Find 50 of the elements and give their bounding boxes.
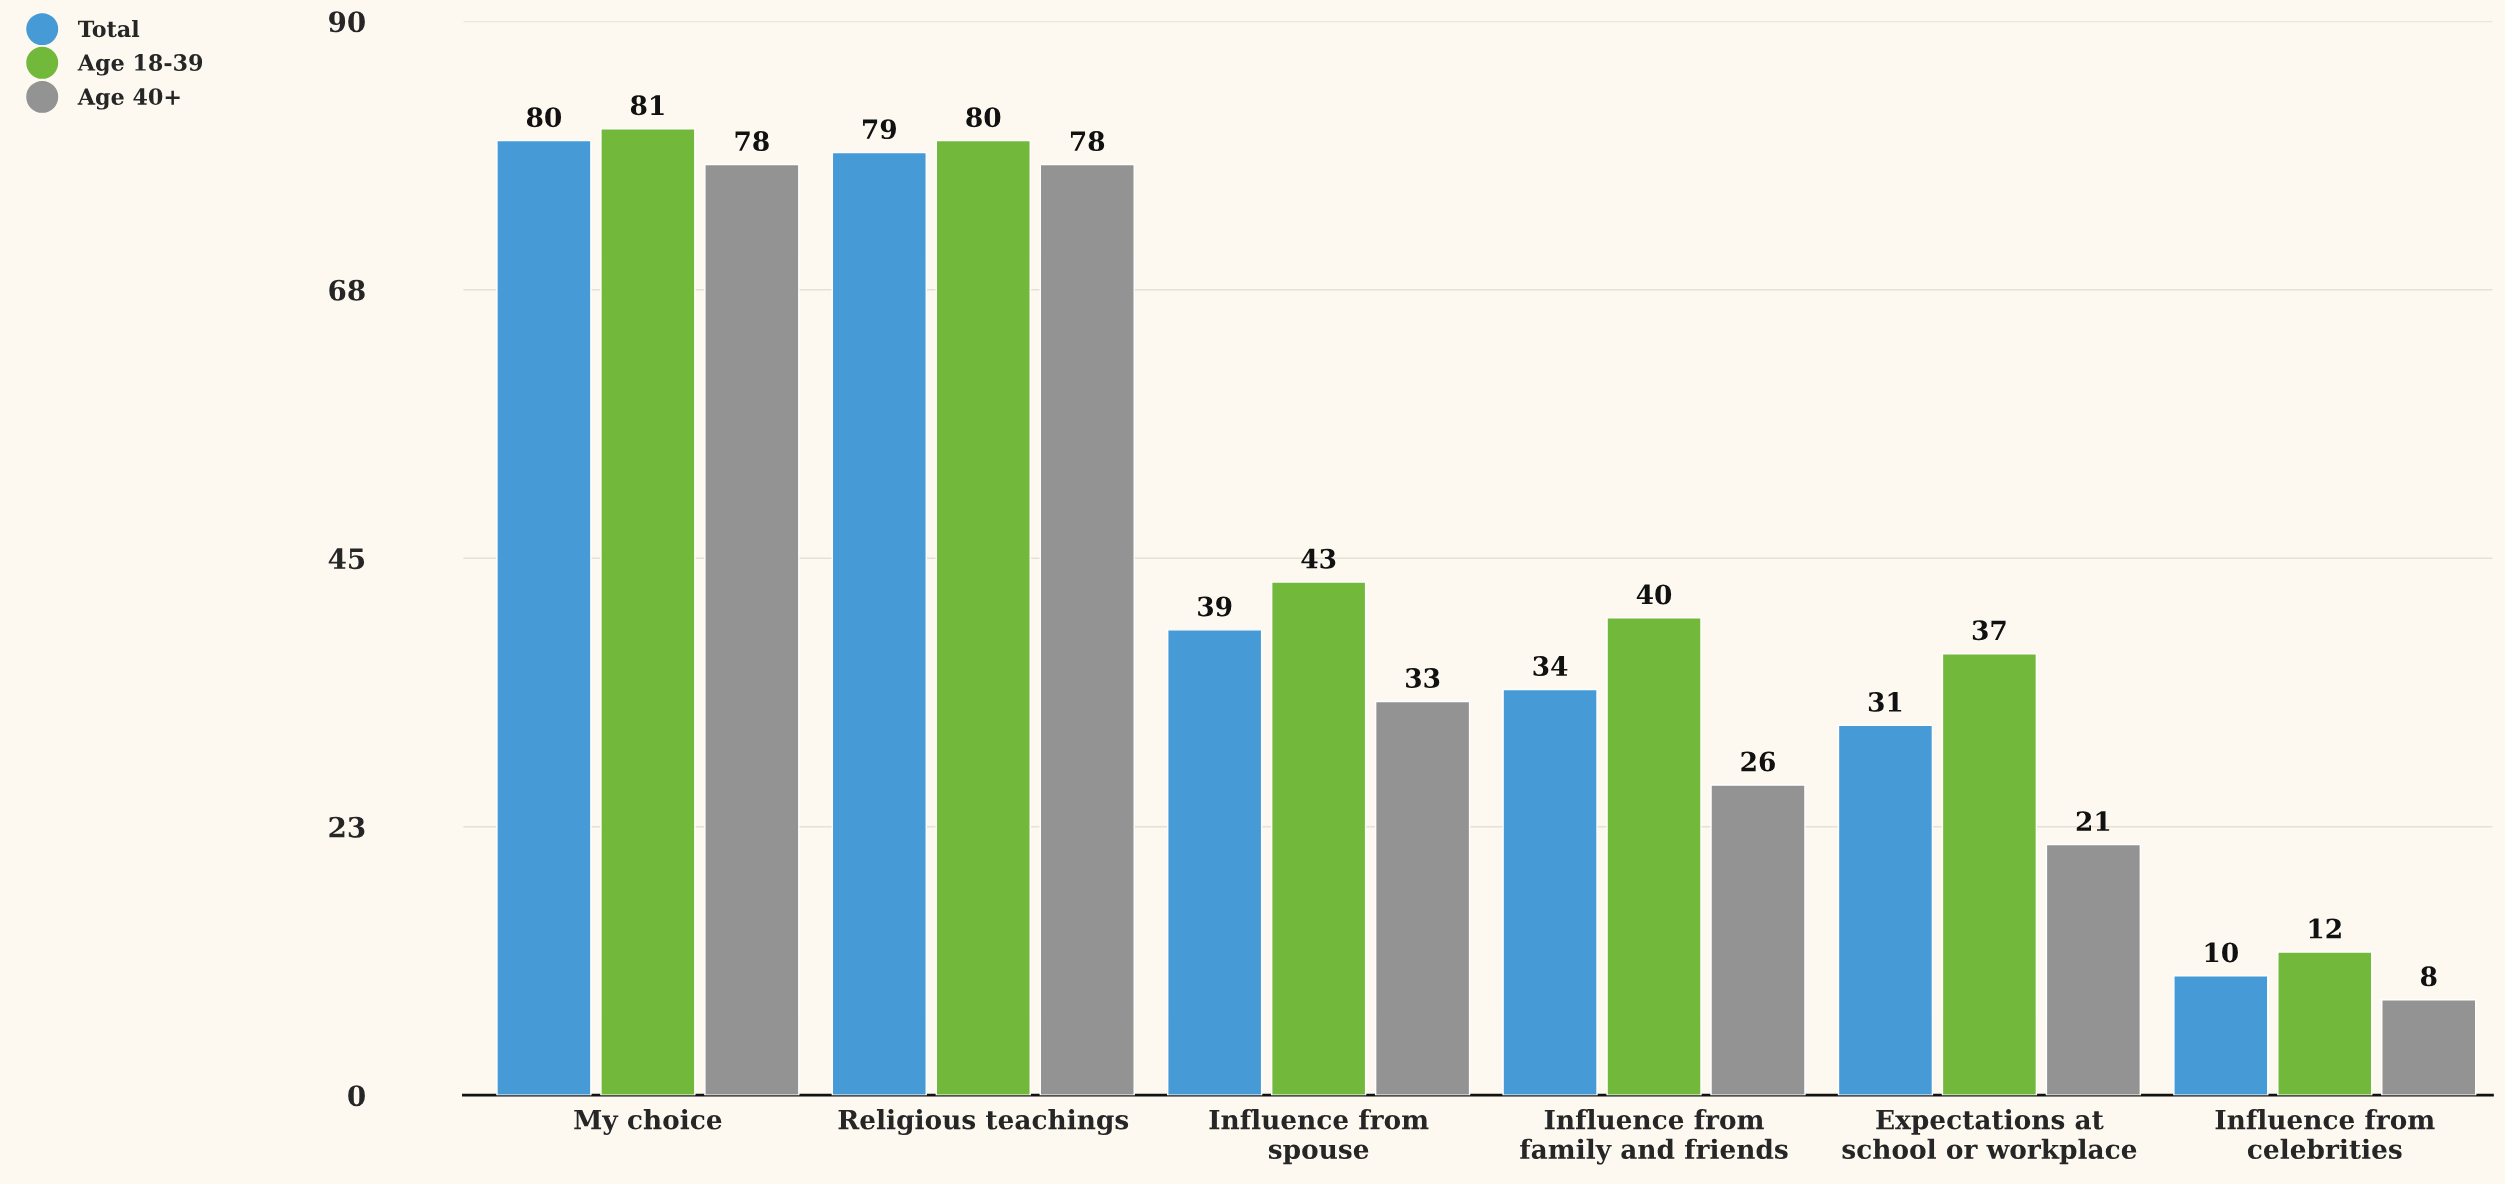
- y-tick-label: 45: [328, 548, 365, 570]
- bar: [1039, 163, 1135, 1096]
- x-tick-label: Influence from spouse: [1209, 1109, 1429, 1165]
- bar: [1374, 700, 1471, 1096]
- data-label: 39: [1198, 596, 1232, 617]
- data-label: 31: [1868, 691, 1902, 712]
- data-label: 80: [966, 107, 1001, 128]
- bar: [704, 163, 800, 1096]
- data-label: 78: [735, 131, 769, 152]
- bar: [1941, 653, 2038, 1096]
- legend-label: Age 18-39: [77, 54, 203, 76]
- bar: [2277, 951, 2373, 1096]
- bar: [1502, 688, 1598, 1096]
- data-label: 79: [863, 119, 896, 140]
- data-label: 81: [630, 95, 664, 116]
- x-tick-label: Religious teachings: [838, 1109, 1129, 1135]
- data-label: 10: [2205, 942, 2238, 963]
- bar: [2173, 975, 2269, 1096]
- bar: [1270, 581, 1367, 1096]
- x-tick-label: Influence from family and friends: [1520, 1109, 1788, 1165]
- bar: [2045, 843, 2142, 1096]
- x-tick-label: Influence from celebrities: [2215, 1109, 2435, 1160]
- bar: [600, 128, 696, 1096]
- legend-label: Total: [78, 20, 140, 38]
- y-tick-label: 23: [329, 816, 365, 838]
- data-label: 34: [1533, 656, 1568, 677]
- data-label: 21: [2076, 811, 2110, 831]
- data-label: 40: [1636, 584, 1672, 605]
- data-label: 43: [1301, 548, 1336, 569]
- y-tick-label: 68: [329, 279, 365, 301]
- data-label: 37: [1972, 620, 2006, 641]
- bar: [1710, 784, 1806, 1096]
- bar: [935, 139, 1031, 1096]
- bar: [2381, 999, 2477, 1096]
- bar: [1606, 617, 1702, 1096]
- data-label: 78: [1070, 131, 1105, 152]
- data-label: 12: [2309, 918, 2341, 939]
- bar: [1837, 724, 1934, 1096]
- data-label: 26: [1741, 751, 1775, 772]
- data-label: 80: [526, 107, 562, 128]
- data-label: 33: [1406, 668, 1440, 688]
- legend-label: Age 40+: [77, 88, 180, 110]
- bar: [1167, 629, 1263, 1096]
- bar: [831, 151, 927, 1096]
- x-tick-label: Expectations at school or workplace: [1842, 1109, 2137, 1165]
- x-tick-label: My choice: [574, 1109, 722, 1135]
- bar: [496, 139, 592, 1096]
- y-tick-label: 0: [348, 1085, 365, 1107]
- y-tick-label: 90: [329, 11, 365, 33]
- data-label: 8: [2420, 966, 2437, 987]
